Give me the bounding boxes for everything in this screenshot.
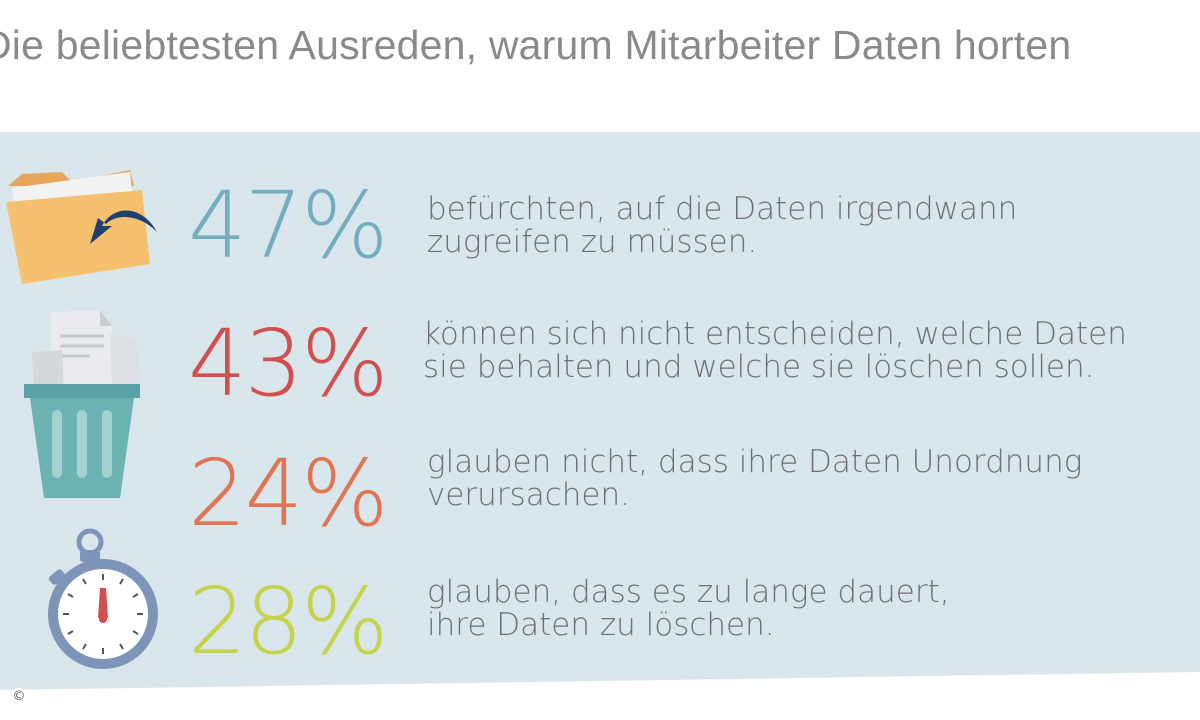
description-line: glauben, dass es zu lange dauert, [427, 574, 950, 610]
description-line: können sich nicht entscheiden, welche Da… [423, 316, 1127, 352]
description-line: ihre Daten zu löschen. [427, 607, 775, 643]
stopwatch-icon [48, 528, 158, 669]
item-description: können sich nicht entscheiden, welche Da… [423, 318, 1127, 384]
percent-value: 47% [188, 172, 388, 279]
percent-value: 43% [188, 310, 388, 417]
item-description: glauben, dass es zu lange dauert, ihre D… [427, 576, 950, 642]
description-line: sie behalten und welche sie löschen soll… [423, 349, 1095, 385]
description-line: glauben nicht, dass ihre Daten Unordnung [427, 444, 1083, 480]
page-title: Die beliebtesten Ausreden, warum Mitarbe… [0, 22, 1072, 68]
item-description: glauben nicht, dass ihre Daten Unordnung… [427, 446, 1082, 512]
percent-value: 28% [188, 568, 388, 675]
folder-icon [6, 170, 157, 284]
percent-value: 24% [188, 440, 388, 547]
trash-can-icon [24, 310, 140, 498]
description-line: befürchten, auf die Daten irgendwann [427, 191, 1018, 227]
description-line: verursachen. [427, 477, 630, 513]
copyright-icon: © [10, 688, 28, 706]
description-line: zugreifen zu müssen. [427, 224, 758, 260]
item-description: befürchten, auf die Daten irgendwann zug… [427, 193, 1017, 259]
